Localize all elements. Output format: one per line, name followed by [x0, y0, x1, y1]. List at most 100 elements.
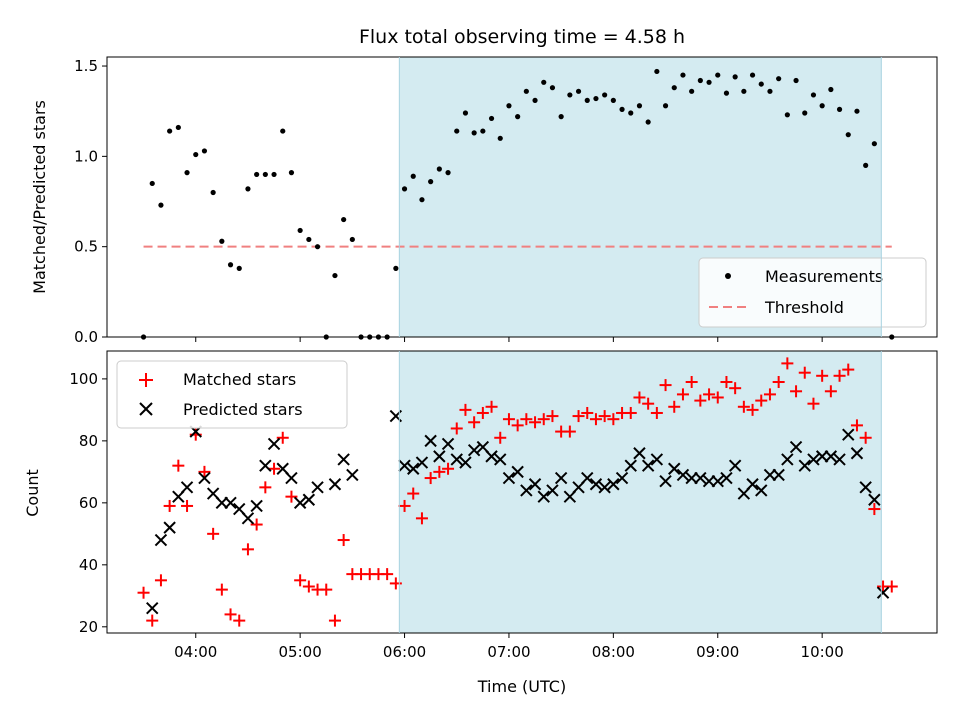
matched-star-point: [781, 357, 794, 370]
predicted-star-point: [833, 453, 846, 466]
matched-star-point: [233, 614, 246, 627]
bottom-x-ticks: 04:00 05:00 06:00 07:00 08:00 09:00 10:00: [174, 633, 844, 661]
predicted-star-point: [224, 496, 237, 510]
predicted-star-point: [250, 499, 263, 513]
x-tick-label: 09:00: [696, 643, 739, 661]
predicted-star-point: [293, 496, 307, 510]
measurement-point: [845, 132, 851, 138]
measurement-point: [515, 114, 521, 120]
matched-star-point: [763, 388, 776, 401]
chart-title: Flux total observing time = 4.58 h: [359, 26, 685, 48]
measurement-point: [254, 171, 260, 178]
y-tick-label: 20: [79, 618, 98, 636]
measurement-point: [419, 197, 425, 203]
measurement-point: [332, 272, 338, 279]
measurement-point: [784, 112, 790, 118]
measurement-point: [793, 77, 799, 84]
measurement-point: [314, 244, 321, 250]
x-tick-label: 06:00: [383, 643, 426, 661]
matched-star-point: [494, 431, 507, 444]
matched-star-point: [433, 465, 446, 478]
predicted-star-point: [772, 468, 785, 482]
predicted-star-point: [511, 465, 524, 479]
y-tick-label: 0.5: [74, 238, 98, 256]
predicted-star-point: [650, 453, 664, 466]
matched-star-point: [285, 490, 298, 503]
predicted-star-point: [607, 478, 620, 491]
matched-star-point: [468, 416, 481, 429]
measurement-point: [306, 236, 312, 243]
matched-star-point: [320, 583, 333, 596]
measurement-point: [167, 128, 173, 134]
matched-star-point: [642, 397, 655, 410]
matched-star-point: [459, 403, 472, 416]
predicted-star-point: [502, 471, 516, 485]
matched-star-point: [241, 543, 254, 556]
predicted-star-point: [398, 459, 411, 472]
bottom-legend-box: [116, 360, 348, 429]
measurement-point: [219, 238, 225, 244]
matched-star-point: [259, 481, 272, 494]
predicted-star-point: [328, 478, 342, 491]
predicted-star-point: [798, 459, 811, 472]
matched-star-point: [511, 419, 524, 432]
predicted-star-point: [528, 478, 542, 491]
predicted-star-point: [467, 443, 481, 457]
matched-star-point: [711, 391, 724, 404]
predicted-star-point: [520, 484, 533, 497]
predicted-star-point: [433, 450, 446, 463]
matched-star-point: [885, 580, 898, 593]
bottom-axes-frame: [106, 350, 938, 634]
measurement-point: [593, 95, 599, 102]
bottom-y-ticks: 20 40 60 80 100: [69, 370, 107, 636]
matched-star-point: [154, 574, 167, 587]
bottom-y-axis-label: Count: [23, 469, 42, 517]
measurement-point: [828, 86, 834, 93]
matched-star-point: [302, 580, 315, 593]
measurement-point: [645, 119, 651, 125]
measurement-point: [715, 72, 721, 78]
measurement-point: [636, 103, 643, 109]
measurement-point: [523, 88, 529, 94]
measurement-point: [819, 103, 825, 109]
predicted-star-point: [311, 481, 324, 494]
matched-star-point: [137, 586, 150, 599]
y-tick-label: 0.0: [74, 328, 98, 346]
matched-star-point: [407, 487, 420, 500]
legend-label-measurements: Measurements: [765, 267, 883, 286]
measurement-point: [575, 88, 582, 94]
predicted-star-point: [876, 586, 890, 599]
matched-star-point: [337, 534, 350, 547]
predicted-star-point: [267, 437, 281, 451]
y-tick-label: 40: [79, 556, 98, 574]
measurement-point: [428, 179, 434, 185]
predicted-star-point: [868, 493, 881, 506]
predicted-star-point: [154, 533, 168, 547]
measurement-point: [854, 108, 860, 114]
measurement-point: [410, 173, 416, 179]
predicted-star-point: [450, 453, 463, 466]
predicted-star-point: [302, 493, 316, 506]
predicted-star-point: [554, 471, 568, 485]
measurement-point: [454, 128, 460, 134]
matched-star-point: [563, 425, 576, 438]
matched-star-point: [685, 375, 698, 388]
top-points: [140, 68, 895, 340]
matched-star-point: [694, 394, 707, 407]
matched-star-point: [215, 583, 228, 596]
measurement-point: [680, 72, 686, 78]
measurement-point: [776, 76, 782, 82]
predicted-star-point: [180, 481, 194, 494]
predicted-star-point: [163, 521, 176, 534]
measurement-point: [227, 262, 234, 268]
predicted-star-point: [485, 450, 498, 463]
predicted-star-point: [728, 459, 742, 472]
matched-star-point: [415, 512, 428, 525]
legend-label-matched: Matched stars: [183, 370, 296, 389]
predicted-star-point: [346, 468, 359, 482]
legend-marker-measurements: [725, 273, 731, 279]
predicted-star-point: [598, 481, 611, 494]
predicted-star-point: [198, 471, 211, 485]
matched-star-point: [842, 363, 855, 376]
matched-star-point: [442, 462, 455, 475]
